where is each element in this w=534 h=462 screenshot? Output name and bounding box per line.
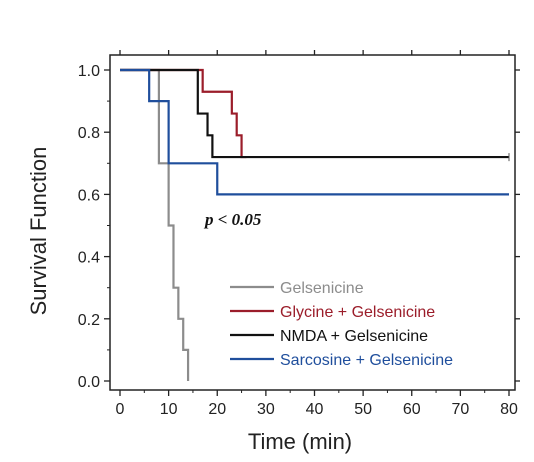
x-tick-label: 40: [306, 401, 324, 418]
series-line-sarcosine-gelsenicine: [120, 68, 509, 196]
plot-border: [109, 54, 516, 391]
y-tick-label: 0.6: [78, 187, 100, 204]
y-tick-label: 0.4: [78, 250, 100, 267]
x-tick-label: 0: [116, 401, 125, 418]
plot-frame: [109, 54, 516, 391]
y-axis-title: Survival Function: [26, 147, 51, 316]
x-tick-label: 70: [451, 401, 469, 418]
y-tick-label: 0.8: [78, 125, 100, 142]
legend-label-gelsenicine: Gelsenicine: [280, 280, 364, 297]
x-tick-label: 80: [500, 401, 518, 418]
y-tick-label: 0.0: [78, 374, 100, 391]
series-lines: [120, 68, 510, 381]
x-tick-label: 30: [257, 401, 275, 418]
y-tick-label: 0.2: [78, 312, 100, 329]
legend-label-glycine-gelsenicine: Glycine + Gelsenicine: [280, 304, 435, 321]
legend-label-sarcosine-gelsenicine: Sarcosine + Gelsenicine: [280, 352, 453, 369]
axis-ticks: 0 10 20 30 40 50 60 70 80 0.0 0.2 0.4 0.6 0.8 1.0: [78, 50, 520, 418]
x-tick-label: 20: [208, 401, 226, 418]
legend-label-nmda-gelsenicine: NMDA + Gelsenicine: [280, 328, 428, 345]
series-line-gelsenicine: [120, 68, 190, 381]
x-tick-label: 50: [354, 401, 372, 418]
x-tick-label: 60: [403, 401, 421, 418]
y-tick-label: 1.0: [78, 63, 100, 80]
x-tick-label: 10: [160, 401, 178, 418]
p-value-annotation: p < 0.05: [203, 210, 262, 229]
series-line-nmda-gelsenicine: [120, 68, 509, 159]
legend: Gelsenicine Glycine + Gelsenicine NMDA + G…: [230, 280, 453, 369]
series-line-glycine-gelsenicine: [120, 68, 247, 159]
x-axis-title: Time (min): [248, 429, 352, 454]
